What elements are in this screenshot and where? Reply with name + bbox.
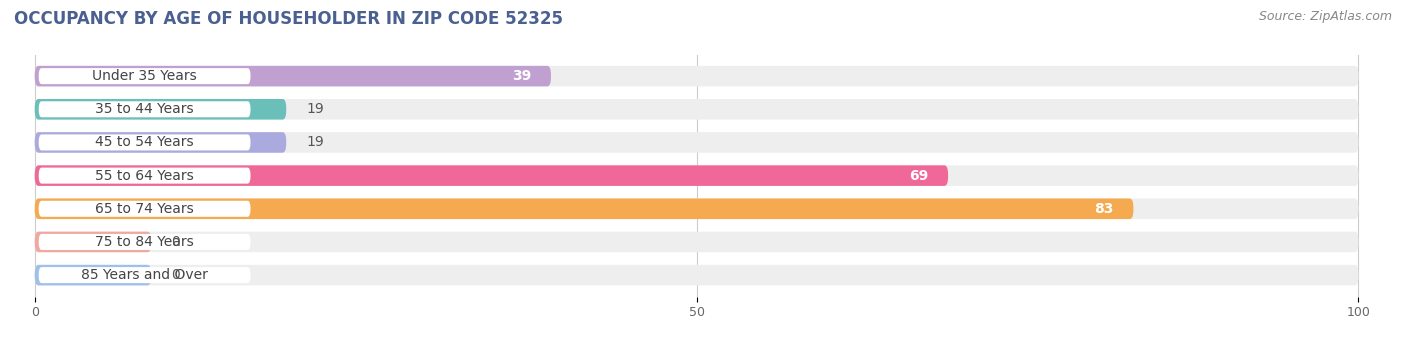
Text: 0: 0: [172, 235, 180, 249]
Text: 75 to 84 Years: 75 to 84 Years: [96, 235, 194, 249]
Text: 83: 83: [1094, 202, 1114, 216]
Text: 19: 19: [307, 135, 323, 149]
FancyBboxPatch shape: [35, 265, 152, 285]
Text: Source: ZipAtlas.com: Source: ZipAtlas.com: [1258, 10, 1392, 23]
FancyBboxPatch shape: [35, 198, 1358, 219]
FancyBboxPatch shape: [35, 265, 1358, 285]
Text: 0: 0: [172, 268, 180, 282]
FancyBboxPatch shape: [35, 165, 948, 186]
FancyBboxPatch shape: [35, 66, 1358, 86]
FancyBboxPatch shape: [39, 101, 250, 117]
Text: 39: 39: [512, 69, 531, 83]
Text: 19: 19: [307, 102, 323, 116]
FancyBboxPatch shape: [39, 68, 250, 84]
FancyBboxPatch shape: [35, 99, 1358, 120]
FancyBboxPatch shape: [35, 132, 287, 153]
FancyBboxPatch shape: [35, 232, 1358, 252]
FancyBboxPatch shape: [39, 201, 250, 217]
FancyBboxPatch shape: [39, 167, 250, 184]
FancyBboxPatch shape: [39, 267, 250, 283]
Text: 45 to 54 Years: 45 to 54 Years: [96, 135, 194, 149]
Text: OCCUPANCY BY AGE OF HOUSEHOLDER IN ZIP CODE 52325: OCCUPANCY BY AGE OF HOUSEHOLDER IN ZIP C…: [14, 10, 562, 28]
Text: 69: 69: [910, 168, 928, 183]
FancyBboxPatch shape: [35, 99, 287, 120]
FancyBboxPatch shape: [39, 134, 250, 150]
Text: Under 35 Years: Under 35 Years: [93, 69, 197, 83]
FancyBboxPatch shape: [35, 165, 1358, 186]
FancyBboxPatch shape: [35, 198, 1133, 219]
Text: 85 Years and Over: 85 Years and Over: [82, 268, 208, 282]
FancyBboxPatch shape: [35, 232, 152, 252]
Text: 65 to 74 Years: 65 to 74 Years: [96, 202, 194, 216]
Text: 55 to 64 Years: 55 to 64 Years: [96, 168, 194, 183]
FancyBboxPatch shape: [35, 66, 551, 86]
FancyBboxPatch shape: [35, 132, 1358, 153]
FancyBboxPatch shape: [39, 234, 250, 250]
Text: 35 to 44 Years: 35 to 44 Years: [96, 102, 194, 116]
